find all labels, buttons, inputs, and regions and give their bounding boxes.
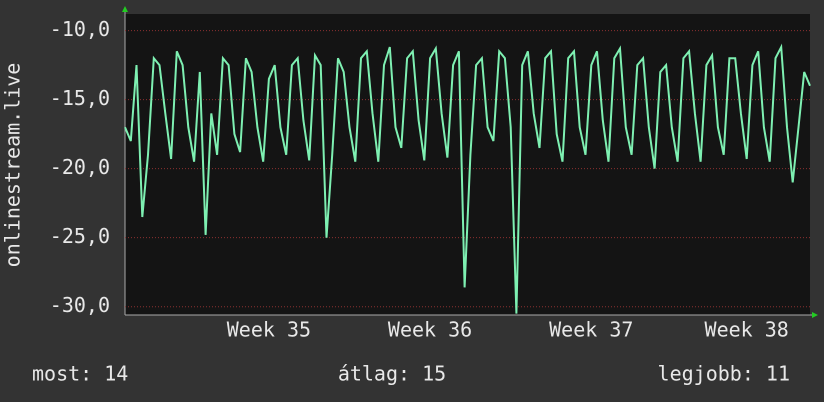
x-tick-label: Week 36	[388, 318, 472, 342]
stat-best: legjobb: 11	[658, 362, 790, 386]
y-tick-label: -10,0	[50, 17, 110, 41]
x-tick-label: Week 38	[705, 318, 789, 342]
y-axis-label: onlinestream.live	[1, 63, 25, 268]
y-tick-label: -20,0	[50, 155, 110, 179]
x-tick-label: Week 37	[549, 318, 633, 342]
stat-current: most: 14	[32, 362, 128, 386]
y-tick-label: -15,0	[50, 86, 110, 110]
stat-average: átlag: 15	[338, 362, 446, 386]
axis-arrow	[122, 6, 128, 12]
x-tick-label: Week 35	[227, 318, 311, 342]
data-line	[124, 43, 811, 314]
plot-area	[125, 14, 810, 315]
y-tick-label: -25,0	[50, 224, 110, 248]
axis-arrow	[812, 312, 818, 318]
y-tick-label: -30,0	[50, 293, 110, 317]
